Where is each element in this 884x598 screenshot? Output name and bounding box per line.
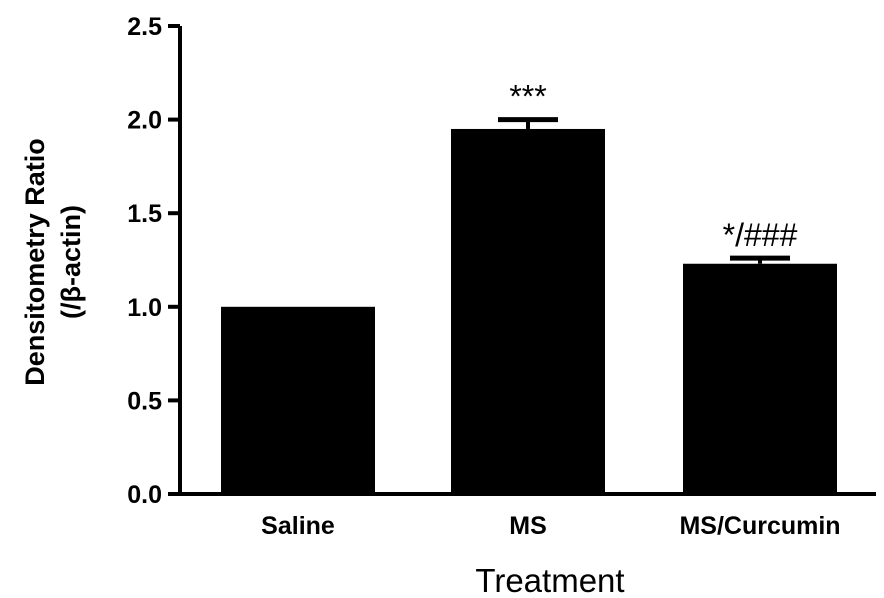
significance-label: *** [509, 79, 546, 115]
y-axis-label-line2: (/β-actin) [56, 205, 86, 319]
category-label: MS [509, 512, 547, 540]
y-tick-label: 2.0 [127, 107, 162, 135]
bars-group: *** */### [221, 79, 837, 494]
x-axis-label: Treatment [475, 562, 624, 598]
y-tick-label: 0.0 [127, 481, 162, 509]
x-axis: Saline MS MS/Curcumin [178, 492, 876, 540]
y-tick-label: 2.5 [127, 13, 162, 41]
y-tick-label: 1.5 [127, 200, 162, 228]
y-tick-label: 1.0 [127, 294, 162, 322]
significance-label: */### [723, 217, 798, 253]
bar [683, 263, 837, 494]
y-axis: 0.0 0.5 1.0 1.5 2.0 2.5 [127, 13, 182, 509]
bar [221, 306, 375, 494]
category-label: Saline [261, 512, 335, 540]
bar [451, 128, 605, 494]
y-axis-label-line1: Densitometry Ratio [20, 138, 50, 386]
category-label: MS/Curcumin [679, 512, 840, 540]
y-tick-label: 0.5 [127, 387, 162, 415]
